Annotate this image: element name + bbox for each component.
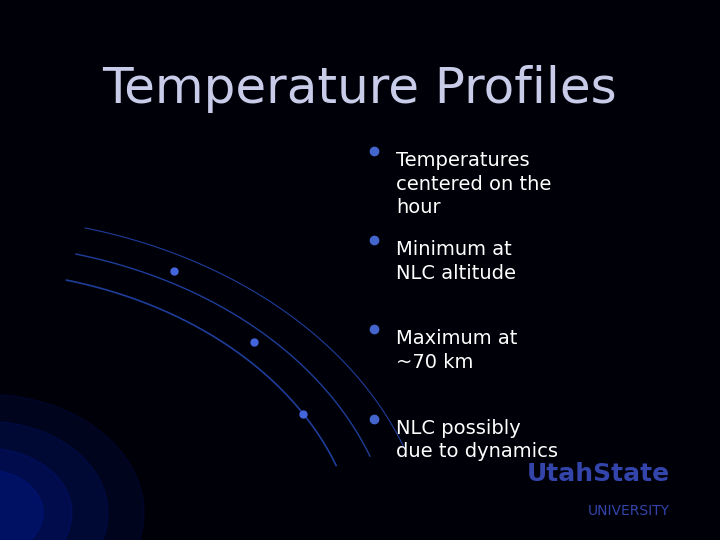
Text: UNIVERSITY: UNIVERSITY <box>588 504 670 518</box>
Text: NLC possibly
due to dynamics: NLC possibly due to dynamics <box>396 418 558 461</box>
Circle shape <box>0 448 72 540</box>
Circle shape <box>0 421 108 540</box>
Text: Temperatures
centered on the
hour: Temperatures centered on the hour <box>396 151 552 217</box>
Text: Minimum at
NLC altitude: Minimum at NLC altitude <box>396 240 516 283</box>
Text: Maximum at
~70 km: Maximum at ~70 km <box>396 329 518 372</box>
Text: UtahState: UtahState <box>526 462 670 486</box>
Circle shape <box>0 394 144 540</box>
Text: Temperature Profiles: Temperature Profiles <box>103 65 617 113</box>
Circle shape <box>0 470 43 540</box>
